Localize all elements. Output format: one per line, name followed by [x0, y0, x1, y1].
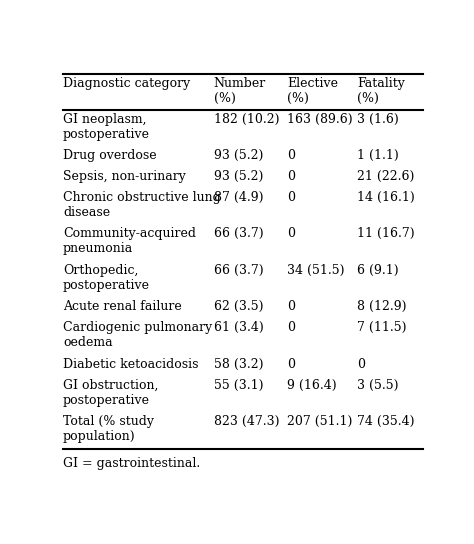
- Text: 0: 0: [357, 357, 365, 370]
- Text: 21 (22.6): 21 (22.6): [357, 170, 414, 183]
- Text: 9 (16.4): 9 (16.4): [287, 379, 337, 392]
- Text: Elective
(%): Elective (%): [287, 77, 338, 105]
- Text: Diagnostic category: Diagnostic category: [63, 77, 190, 90]
- Text: 7 (11.5): 7 (11.5): [357, 321, 406, 334]
- Text: Total (% study
population): Total (% study population): [63, 415, 154, 443]
- Text: 93 (5.2): 93 (5.2): [213, 149, 263, 162]
- Text: 87 (4.9): 87 (4.9): [213, 191, 263, 204]
- Text: GI neoplasm,
postoperative: GI neoplasm, postoperative: [63, 113, 150, 140]
- Text: 62 (3.5): 62 (3.5): [213, 300, 263, 313]
- Text: 3 (1.6): 3 (1.6): [357, 113, 399, 126]
- Text: 0: 0: [287, 357, 295, 370]
- Text: Chronic obstructive lung
disease: Chronic obstructive lung disease: [63, 191, 221, 219]
- Text: 3 (5.5): 3 (5.5): [357, 379, 398, 392]
- Text: GI = gastrointestinal.: GI = gastrointestinal.: [63, 458, 200, 471]
- Text: Cardiogenic pulmonary
oedema: Cardiogenic pulmonary oedema: [63, 321, 212, 349]
- Text: 1 (1.1): 1 (1.1): [357, 149, 399, 162]
- Text: 163 (89.6): 163 (89.6): [287, 113, 353, 126]
- Text: 0: 0: [287, 321, 295, 334]
- Text: 8 (12.9): 8 (12.9): [357, 300, 406, 313]
- Text: 66 (3.7): 66 (3.7): [213, 264, 263, 277]
- Text: 823 (47.3): 823 (47.3): [213, 415, 279, 428]
- Text: 55 (3.1): 55 (3.1): [213, 379, 263, 392]
- Text: Fatality
(%): Fatality (%): [357, 77, 405, 105]
- Text: Diabetic ketoacidosis: Diabetic ketoacidosis: [63, 357, 199, 370]
- Text: 74 (35.4): 74 (35.4): [357, 415, 414, 428]
- Text: GI obstruction,
postoperative: GI obstruction, postoperative: [63, 379, 158, 406]
- Text: 93 (5.2): 93 (5.2): [213, 170, 263, 183]
- Text: 61 (3.4): 61 (3.4): [213, 321, 263, 334]
- Text: 0: 0: [287, 300, 295, 313]
- Text: Number
(%): Number (%): [213, 77, 266, 105]
- Text: 0: 0: [287, 170, 295, 183]
- Text: Community-acquired
pneumonia: Community-acquired pneumonia: [63, 227, 196, 255]
- Text: 207 (51.1): 207 (51.1): [287, 415, 352, 428]
- Text: 0: 0: [287, 191, 295, 204]
- Text: 58 (3.2): 58 (3.2): [213, 357, 263, 370]
- Text: Acute renal failure: Acute renal failure: [63, 300, 182, 313]
- Text: Sepsis, non-urinary: Sepsis, non-urinary: [63, 170, 186, 183]
- Text: 182 (10.2): 182 (10.2): [213, 113, 279, 126]
- Text: Drug overdose: Drug overdose: [63, 149, 156, 162]
- Text: 0: 0: [287, 149, 295, 162]
- Text: 11 (16.7): 11 (16.7): [357, 227, 414, 240]
- Text: 6 (9.1): 6 (9.1): [357, 264, 399, 277]
- Text: 0: 0: [287, 227, 295, 240]
- Text: 14 (16.1): 14 (16.1): [357, 191, 415, 204]
- Text: 34 (51.5): 34 (51.5): [287, 264, 345, 277]
- Text: 66 (3.7): 66 (3.7): [213, 227, 263, 240]
- Text: Orthopedic,
postoperative: Orthopedic, postoperative: [63, 264, 150, 292]
